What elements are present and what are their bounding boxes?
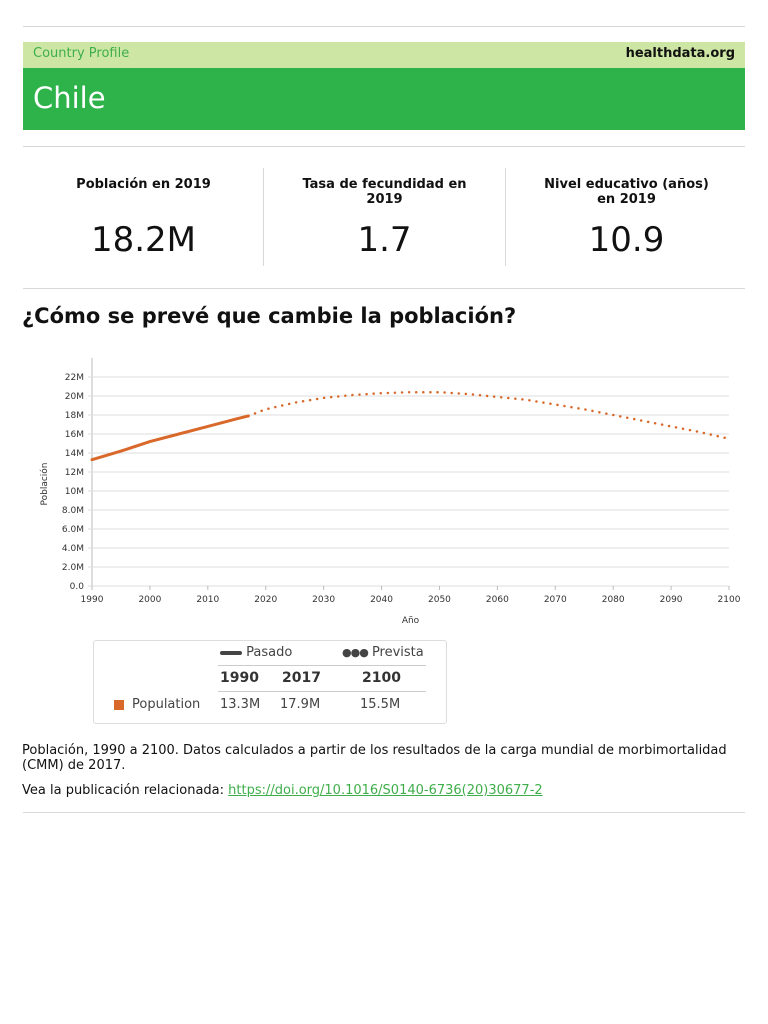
x-tick-label: 2100: [718, 595, 741, 605]
stat-value: 10.9: [588, 220, 665, 260]
column-header: 2100: [362, 670, 401, 686]
y-tick-label: 10M: [65, 487, 84, 497]
divider: [23, 26, 745, 27]
x-axis-label: Año: [402, 616, 420, 626]
divider: [23, 146, 745, 147]
x-tick-label: 2020: [254, 595, 277, 605]
x-tick-label: 1990: [81, 595, 104, 605]
legend-swatch: [114, 700, 124, 710]
legend-item: ●●● Prevista: [342, 645, 424, 660]
legend-label: Prevista: [371, 645, 424, 660]
y-tick-label: 22M: [65, 373, 84, 383]
chart: 0.0 2.0M 4.0M 6.0M 8.0M 10M 12M 14M 16M 18M 20M 22M…: [39, 358, 741, 626]
y-tick-label: 16M: [65, 430, 84, 440]
column-header: 1990: [220, 670, 259, 686]
cell: 15.5M: [360, 697, 401, 712]
y-tick-label: 12M: [65, 468, 84, 478]
legend-item: Pasado: [220, 645, 292, 660]
country-bar: Chile: [23, 68, 745, 130]
x-tick-label: 2010: [196, 595, 219, 605]
stat-label: Tasa de fecundidad en 2019: [302, 177, 467, 207]
cell: 13.3M: [220, 697, 261, 712]
y-tick-label: 18M: [65, 411, 84, 421]
link-line: Vea la publicación relacionada: https://…: [22, 783, 543, 798]
header-label: Country Profile: [33, 46, 130, 61]
stat: Tasa de fecundidad en 2019 1.7: [264, 168, 505, 266]
x-tick-label: 2070: [544, 595, 567, 605]
header-bar: Country Profile healthdata.org: [23, 42, 745, 68]
stat-value: 18.2M: [90, 220, 197, 260]
x-tick-label: 2050: [428, 595, 451, 605]
link[interactable]: https://doi.org/10.1016/S0140-6736(20)30…: [228, 783, 543, 798]
y-tick-label: 8.0M: [62, 506, 84, 516]
y-tick-label: 20M: [65, 392, 84, 402]
y-tick-label: 4.0M: [62, 544, 84, 554]
x-tick-label: 2060: [486, 595, 509, 605]
divider: [23, 812, 745, 813]
x-tick-label: 2090: [660, 595, 683, 605]
header-site: healthdata.org: [625, 46, 735, 61]
y-tick-label: 0.0: [70, 582, 85, 592]
stat-label: Población en 2019: [76, 177, 211, 192]
divider: [23, 288, 745, 289]
divider: [263, 168, 264, 266]
y-tick-label: 14M: [65, 449, 84, 459]
x-tick-label: 2030: [312, 595, 335, 605]
cell: 17.9M: [280, 697, 321, 712]
stat-value: 1.7: [357, 220, 412, 260]
column-header: 2017: [282, 670, 321, 686]
y-tick-label: 2.0M: [62, 563, 84, 573]
row-label: Population: [132, 697, 201, 712]
caption: Población, 1990 a 2100. Datos calculados…: [22, 743, 727, 773]
legend-label: Pasado: [246, 645, 293, 660]
y-axis-label: Población: [39, 462, 50, 505]
x-tick-label: 2040: [370, 595, 393, 605]
section-title: ¿Cómo se prevé que cambie la población?: [22, 304, 517, 328]
link-intro: Vea la publicación relacionada:: [22, 783, 225, 798]
x-tick-label: 2000: [138, 595, 161, 605]
x-tick-label: 2080: [602, 595, 625, 605]
series-line: [247, 390, 731, 440]
country-name: Chile: [33, 81, 106, 115]
stat: Población en 2019 18.2M: [23, 168, 264, 266]
y-tick-label: 6.0M: [62, 525, 84, 535]
legend-table: Pasado ●●● Prevista 1990 2017 2100 Popul…: [93, 640, 447, 724]
divider: [505, 168, 506, 266]
stat-label: Nivel educativo (años) en 2019: [544, 177, 709, 207]
series-line: [90, 414, 250, 462]
stat: Nivel educativo (años) en 2019 10.9: [506, 168, 747, 266]
